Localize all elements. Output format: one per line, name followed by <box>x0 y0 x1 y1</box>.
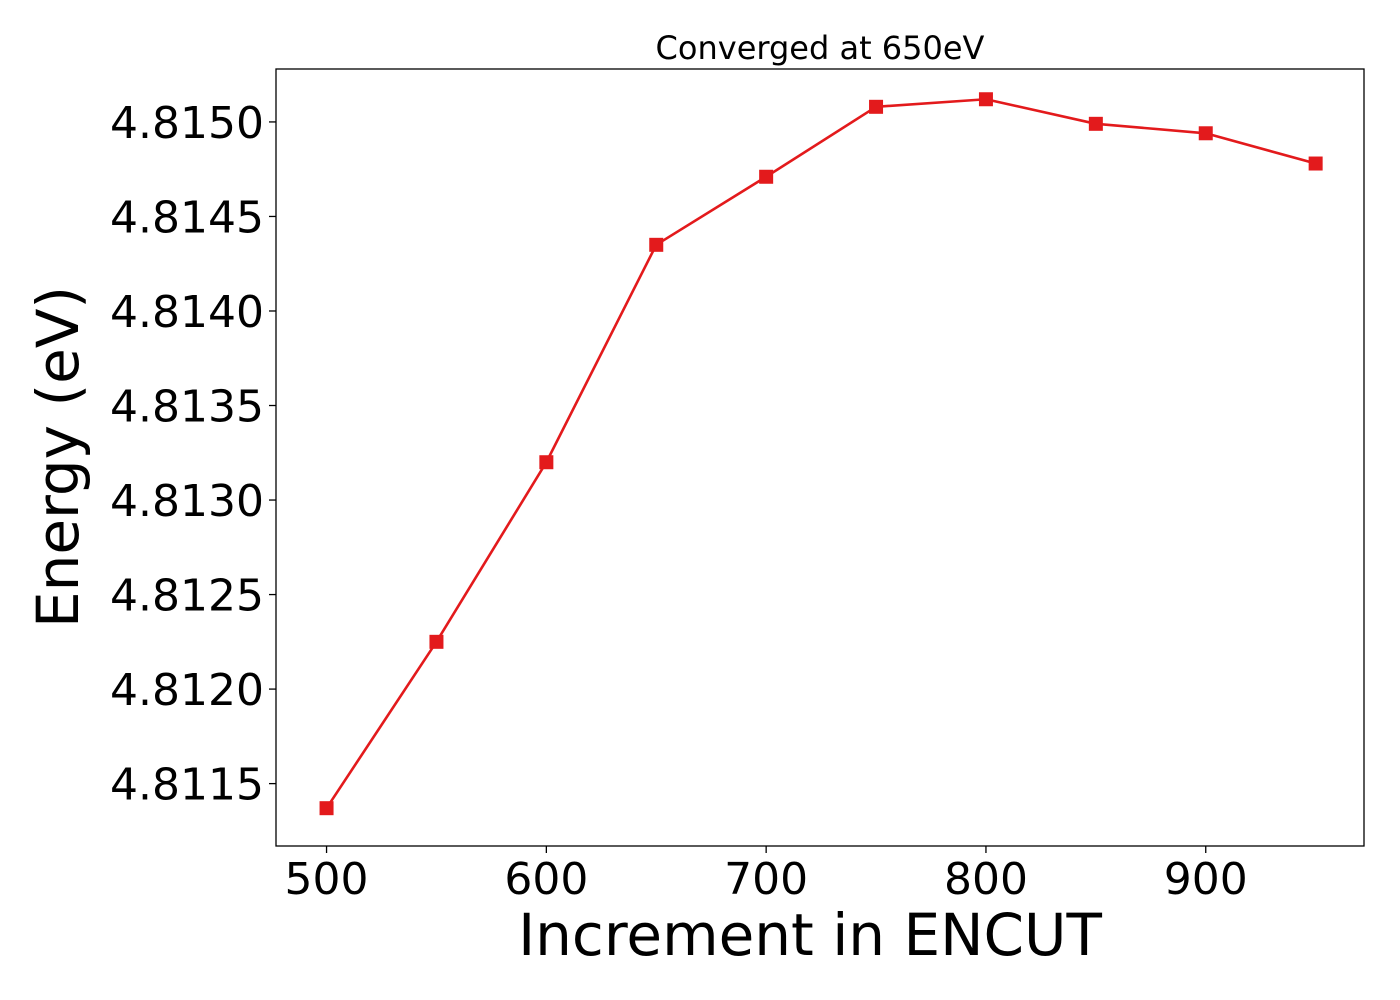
x-tick-label: 900 <box>1164 854 1248 905</box>
x-tick-label: 500 <box>285 854 369 905</box>
y-tick-label: 4.8120 <box>110 665 264 716</box>
data-point-marker <box>869 99 884 114</box>
y-axis-ticks: 4.8115 4.8120 4.8125 4.8130 4.8135 4.8140 4.81… <box>110 98 276 811</box>
data-point-marker <box>429 634 444 649</box>
x-tick-label: 700 <box>724 854 808 905</box>
x-axis-ticks: 500 600 700 800 900 <box>285 846 1248 905</box>
y-axis-label: Energy (eV) <box>24 286 92 628</box>
data-point-marker <box>759 169 774 184</box>
y-tick-label: 4.8125 <box>110 571 264 622</box>
data-point-marker <box>1198 126 1213 141</box>
y-tick-label: 4.8140 <box>110 287 264 338</box>
data-point-marker <box>539 455 554 470</box>
series-layer <box>319 92 1323 816</box>
y-tick-label: 4.8145 <box>110 192 264 243</box>
data-point-marker <box>319 801 334 816</box>
x-tick-label: 800 <box>944 854 1028 905</box>
plot-area <box>275 68 1365 847</box>
y-tick-label: 4.8150 <box>110 98 264 149</box>
data-point-marker <box>1308 156 1323 171</box>
data-point-marker <box>978 92 993 107</box>
y-tick-label: 4.8130 <box>110 476 264 527</box>
data-point-marker <box>649 237 664 252</box>
x-axis-label: Increment in ENCUT <box>518 901 1102 969</box>
x-tick-label: 600 <box>504 854 588 905</box>
data-point-marker <box>1088 116 1103 131</box>
y-tick-label: 4.8115 <box>110 760 264 811</box>
chart-title: Converged at 650eV <box>656 29 985 67</box>
plot-frame <box>275 68 1365 847</box>
y-tick-label: 4.8135 <box>110 382 264 433</box>
series-line <box>325 97 1316 809</box>
